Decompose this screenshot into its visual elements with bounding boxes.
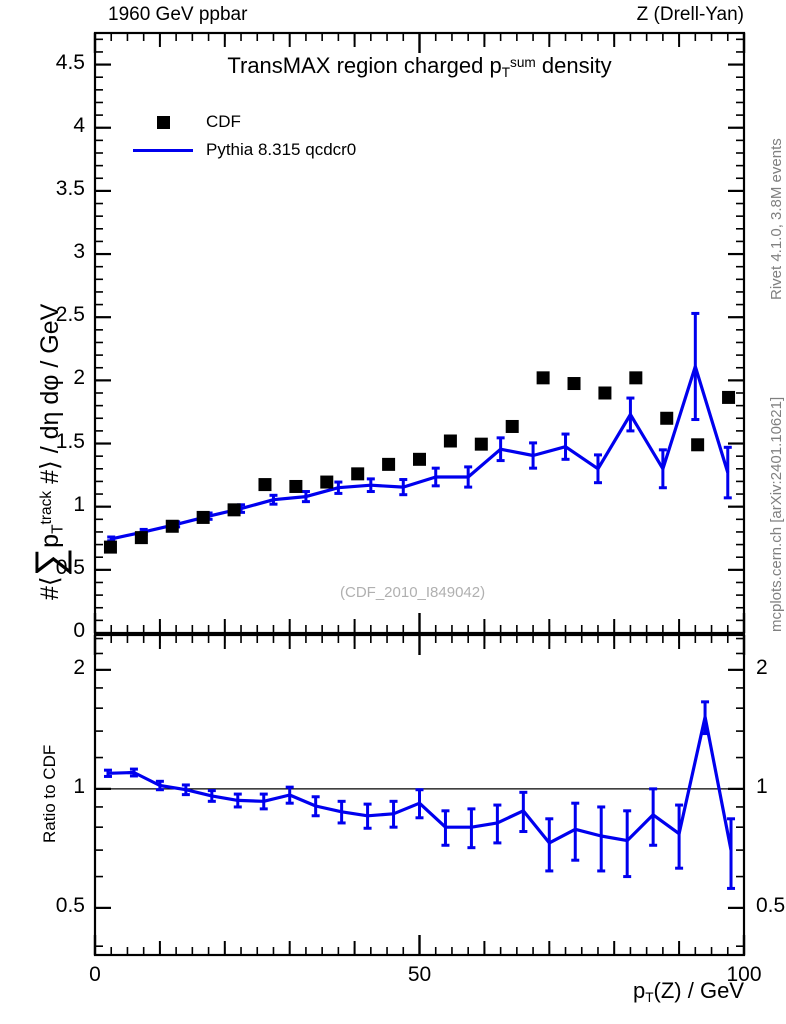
legend-marker-square-icon: [128, 115, 198, 129]
main-data-marker: [722, 390, 736, 404]
ratio-panel: [93, 633, 746, 957]
plot-title-pre: TransMAX region charged p: [227, 53, 502, 78]
main-data-marker: [567, 377, 581, 391]
main-data-marker: [629, 371, 643, 385]
main-y-tick-label: 4: [73, 113, 85, 137]
main-mc-curve: [110, 364, 730, 541]
main-data-marker: [598, 386, 612, 400]
main-data-marker: [196, 510, 210, 524]
ratio-y-tick-label: 1: [73, 774, 85, 798]
legend-label-cdf: CDF: [206, 112, 241, 131]
main-y-tick-label: 0.5: [55, 555, 85, 579]
legend-item-pythia[interactable]: Pythia 8.315 qcdcr0: [128, 136, 356, 164]
legend-item-cdf[interactable]: CDF: [128, 108, 356, 136]
main-y-tick-label: 3: [73, 240, 85, 264]
x-tick-label: 0: [89, 963, 101, 986]
main-data-marker: [443, 434, 457, 448]
x-tick-label: 100: [726, 963, 762, 986]
header-beam-label: 1960 GeV ppbar: [108, 4, 248, 25]
legend-marker-line-icon: [128, 148, 198, 152]
plot-title-sup: sum: [510, 54, 536, 70]
header-process-label: Z (Drell-Yan): [636, 4, 744, 25]
main-data-marker: [660, 411, 674, 425]
ratio-y-tick-label-right: 1: [756, 774, 768, 798]
main-data-marker: [413, 452, 426, 466]
x-axis-title: pT(Z) / GeV: [632, 978, 744, 1005]
ratio-y-tick-label: 2: [73, 655, 85, 679]
main-data-marker: [351, 467, 365, 481]
main-data-marker: [134, 531, 148, 545]
ratio-mc-curve: [107, 715, 733, 851]
main-data-marker: [227, 503, 241, 517]
main-data-marker: [258, 478, 272, 492]
ratio-y-tick-label: 0.5: [55, 893, 85, 917]
main-data-marker: [505, 419, 519, 433]
ratio-y-tick-label-right: 2: [756, 655, 768, 679]
main-data-marker: [382, 457, 396, 471]
main-y-tick-label: 2.5: [55, 303, 85, 327]
main-data-marker: [320, 475, 334, 489]
main-y-tick-label: 4.5: [55, 50, 85, 74]
main-data-marker: [289, 479, 303, 493]
main-data-marker: [103, 540, 117, 554]
main-panel-frame: [93, 31, 746, 635]
analysis-watermark: (CDF_2010_I849042): [340, 584, 486, 601]
main-y-tick-label: 0: [73, 619, 85, 642]
main-data-marker: [536, 371, 550, 385]
main-panel: [93, 31, 746, 635]
ratio-y-tick-label-right: 0.5: [756, 893, 786, 917]
page-title: TransMAX region charged pTsum density: [95, 53, 744, 79]
main-y-tick-label: 1: [73, 492, 85, 516]
legend-label-pythia: Pythia 8.315 qcdcr0: [206, 140, 357, 159]
legend: CDF Pythia 8.315 qcdcr0: [128, 108, 356, 164]
main-data-marker: [165, 519, 179, 533]
plot-title-sub: T: [501, 64, 511, 80]
x-tick-label: 50: [407, 963, 432, 986]
main-data-marker: [691, 438, 705, 452]
main-y-tick-label: 2: [73, 366, 85, 390]
main-y-tick-label: 3.5: [55, 176, 85, 200]
plot-title-post: density: [535, 53, 612, 78]
main-y-tick-label: 1.5: [55, 429, 85, 453]
main-data-marker: [474, 437, 488, 451]
